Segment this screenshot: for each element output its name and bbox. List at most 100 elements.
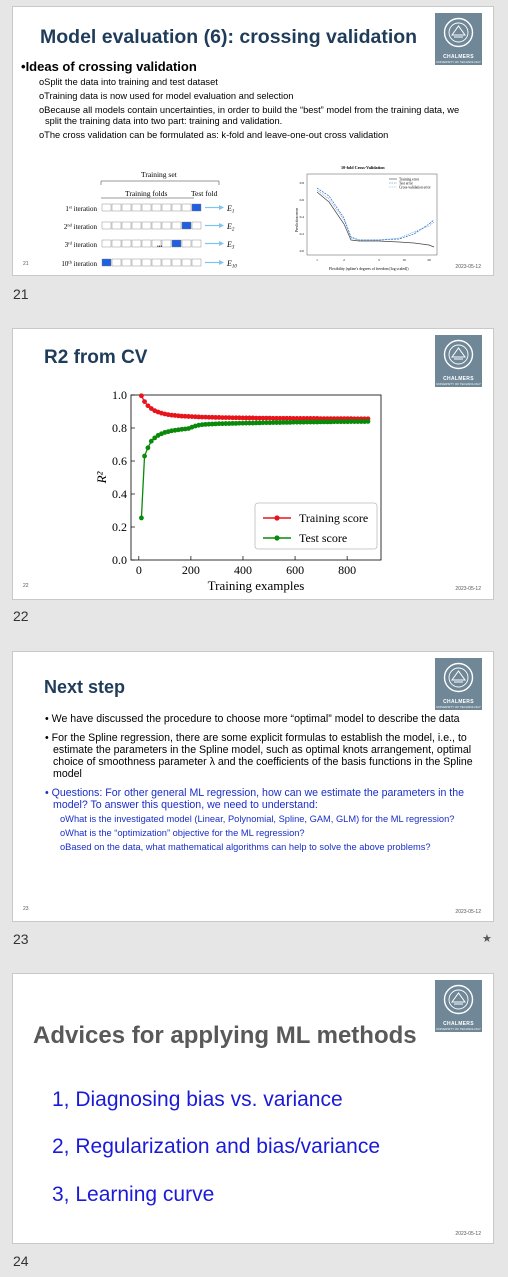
thumb-ytick: 0.6 [300,198,305,202]
heading-text: Ideas of crossing validation [26,59,197,74]
thumb-ytick: 0.0 [300,249,305,253]
chalmers-seal-icon [443,339,474,370]
fold-box [142,259,151,266]
thumb-ylabel: Prediction error [295,207,299,232]
logo-sub: UNIVERSITY OF TECHNOLOGY [435,382,482,386]
iteration-label: 2nd iteration [64,223,98,232]
iteration-label: 1st iteration [65,205,97,214]
chalmers-seal-icon [443,984,474,1015]
thumb-title: 10-fold Cross-Validation [341,165,385,170]
fold-box [152,204,161,211]
thumb-xtick: 5 [378,258,380,262]
fold-box [162,204,171,211]
y-axis-label: R² [94,470,109,484]
star-icon[interactable]: ★ [482,932,492,945]
chalmers-logo: CHALMERS UNIVERSITY OF TECHNOLOGY [435,335,482,387]
fold-box [102,204,111,211]
fold-box [142,204,151,211]
xtick-label: 200 [182,563,200,577]
fold-box [112,204,121,211]
fold-box [172,204,181,211]
xtick-label: 0 [136,563,142,577]
legend-marker [274,515,279,520]
fold-box [152,259,161,266]
fold-box [122,240,131,247]
fold-box [142,240,151,247]
xtick-label: 600 [286,563,304,577]
thumb-xtick: 20 [427,258,431,262]
bullet-item-question: • Questions: For other general ML regres… [45,787,485,811]
fold-box [122,204,131,211]
r2-chart: 0.00.20.40.60.81.00 200 400 600 800Training … [87,387,387,599]
thumb-xlabel: Flexibility (spline's degrees of freedom… [329,267,409,271]
bullet-item: oTraining data is now used for model eva… [39,91,461,102]
slide-title: Next step [44,677,125,698]
fold-box [172,240,181,247]
data-point [366,419,371,424]
xtick-label: 800 [338,563,356,577]
fold-box [102,259,111,266]
slide-23[interactable]: CHALMERS UNIVERSITY OF TECHNOLOGY Next s… [12,651,494,922]
slide-21[interactable]: CHALMERS UNIVERSITY OF TECHNOLOGY Model … [12,6,494,276]
fold-box [192,240,201,247]
chalmers-logo: CHALMERS UNIVERSITY OF TECHNOLOGY [435,658,482,710]
fold-box [182,240,191,247]
advice-item: 2, Regularization and bias/variance [52,1135,380,1159]
ytick-label: 0.4 [112,487,127,501]
legend-marker [274,535,279,540]
arrow-head-icon [219,241,224,246]
fold-box [132,240,141,247]
advice-item: 1, Diagnosing bias vs. variance [52,1088,343,1112]
sub-bullet-item: oBased on the data, what mathematical al… [60,842,485,853]
sub-bullet-item: oWhat is the investigated model (Linear,… [60,814,485,825]
thumb-xtick: 1 [316,258,318,262]
cv-thumbnail-chart: 10-fold Cross-Validation Training error … [289,162,449,272]
ytick-label: 0.2 [112,520,127,534]
footer-page-number: 23 [23,906,29,912]
slide-22[interactable]: CHALMERS UNIVERSITY OF TECHNOLOGY R2 fro… [12,328,494,600]
fold-box [182,259,191,266]
fold-box [182,222,191,229]
error-label: E3 [226,240,235,251]
fold-box [192,222,201,229]
thumb-ytick: 0.4 [300,215,305,219]
chalmers-logo: CHALMERS UNIVERSITY OF TECHNOLOGY [435,13,482,65]
ytick-label: 0.0 [112,553,127,567]
error-label: E2 [226,222,235,233]
fold-box [112,259,121,266]
slide-number: 22 [13,608,29,624]
data-point [139,516,144,521]
fold-box [152,222,161,229]
training-set-label: Training set [141,170,178,179]
kfold-diagram: Training set Training folds Test fold 1s… [49,165,304,271]
fold-box [162,222,171,229]
footer-page-number: 22 [23,583,29,589]
logo-sub: UNIVERSITY OF TECHNOLOGY [435,705,482,709]
error-label: E10 [226,259,237,270]
fold-box [192,204,201,211]
legend-entry: Test score [299,531,347,545]
bullet-item: oThe cross validation can be formulated … [39,130,461,141]
thumb-ytick: 0.2 [300,232,305,236]
bullet-item: oBecause all models contain uncertaintie… [39,105,461,127]
arrow-head-icon [219,205,224,210]
thumb-training-error [317,192,434,247]
slide-number: 21 [13,286,29,302]
data-point [142,454,147,459]
advice-item: 3, Learning curve [52,1183,214,1207]
slide-24[interactable]: CHALMERS UNIVERSITY OF TECHNOLOGY Advice… [12,973,494,1244]
fold-box [112,222,121,229]
logo-sub: UNIVERSITY OF TECHNOLOGY [435,1027,482,1031]
thumb-ytick: 0.8 [300,181,305,185]
xtick-label: 400 [234,563,252,577]
slide-number: 23 [13,931,29,947]
legend-entry: Training score [299,511,368,525]
data-point [146,445,151,450]
footer-page-number: 21 [23,261,29,267]
training-folds-label: Training folds [125,189,168,198]
sub-bullet-item: oWhat is the “optimization” objective fo… [60,828,485,839]
arrow-head-icon [219,223,224,228]
fold-box [142,222,151,229]
fold-box [162,240,171,247]
bullet-item: • We have discussed the procedure to cho… [45,713,485,725]
